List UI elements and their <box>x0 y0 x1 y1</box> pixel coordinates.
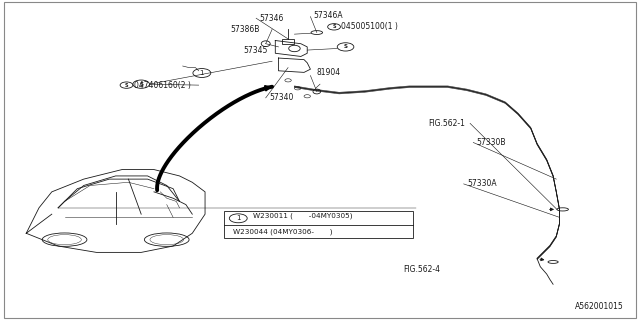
Text: S: S <box>125 83 128 88</box>
Text: 57330B: 57330B <box>476 138 506 147</box>
Text: 57346A: 57346A <box>314 11 343 20</box>
Text: 57346: 57346 <box>259 14 284 23</box>
Bar <box>224 211 413 238</box>
Text: S: S <box>344 44 348 49</box>
Text: FIG.562-1: FIG.562-1 <box>429 119 465 128</box>
Text: W230011 (       -04MY0305): W230011 ( -04MY0305) <box>253 212 353 219</box>
Text: 57386B: 57386B <box>230 25 260 34</box>
Text: FIG.562-4: FIG.562-4 <box>403 265 440 275</box>
Text: 1: 1 <box>200 70 204 76</box>
Text: 57330A: 57330A <box>467 180 497 188</box>
Text: 1: 1 <box>236 215 241 221</box>
Text: 57340: 57340 <box>269 93 293 102</box>
Text: W230044 (04MY0306-       ): W230044 (04MY0306- ) <box>232 228 332 235</box>
Text: A562001015: A562001015 <box>575 302 623 311</box>
Text: 047406160(2 ): 047406160(2 ) <box>134 81 191 90</box>
Text: S: S <box>332 24 336 29</box>
Text: S: S <box>139 82 143 87</box>
Text: 81904: 81904 <box>317 68 341 77</box>
Text: 57345: 57345 <box>243 45 268 55</box>
Text: 045005100(1 ): 045005100(1 ) <box>341 22 398 31</box>
Bar <box>282 39 294 44</box>
